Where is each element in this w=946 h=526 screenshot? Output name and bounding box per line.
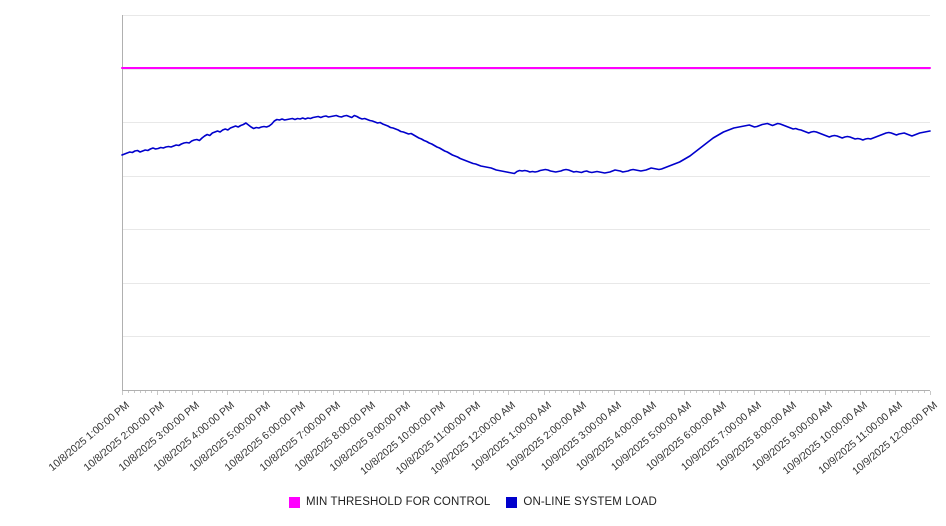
legend-swatch-magenta xyxy=(289,496,301,508)
online-system-load-series xyxy=(121,114,931,175)
legend-label-online-system-load: ON-LINE SYSTEM LOAD xyxy=(523,496,657,508)
x-axis-minor-ticks xyxy=(122,391,931,395)
legend-label-min-threshold: MIN THRESHOLD FOR CONTROL xyxy=(306,496,491,508)
chart-legend: MIN THRESHOLD FOR CONTROL ON-LINE SYSTEM… xyxy=(0,496,946,508)
legend-swatch-blue xyxy=(506,496,518,508)
gridlines xyxy=(122,15,930,391)
legend-item-min-threshold[interactable]: MIN THRESHOLD FOR CONTROL xyxy=(289,496,490,508)
legend-item-online-system-load[interactable]: ON-LINE SYSTEM LOAD xyxy=(506,496,657,508)
